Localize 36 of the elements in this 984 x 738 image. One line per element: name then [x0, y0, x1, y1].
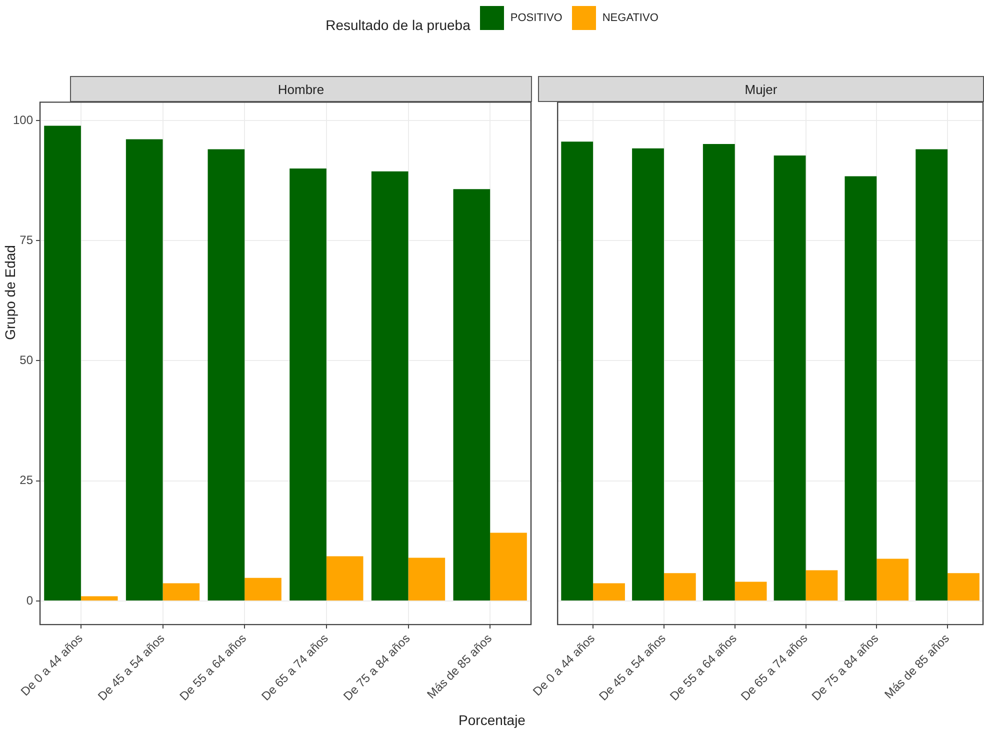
- bar: [326, 556, 364, 600]
- y-tick-label: 75: [20, 232, 34, 247]
- y-tick-label: 100: [12, 112, 34, 127]
- bar: [734, 582, 767, 600]
- bar: [632, 148, 664, 600]
- x-axis-title: Porcentaje: [458, 712, 526, 728]
- bar: [408, 558, 446, 600]
- y-tick-label: 0: [26, 593, 34, 608]
- bar: [561, 142, 594, 600]
- legend-title: Resultado de la prueba: [326, 17, 470, 33]
- legend-label: POSITIVO: [510, 12, 562, 24]
- bar: [162, 583, 200, 600]
- y-tick-label: 50: [20, 353, 34, 368]
- y-axis-title: Grupo de Edad: [2, 245, 18, 340]
- bar: [208, 149, 245, 600]
- bar: [844, 176, 877, 600]
- bar: [876, 558, 909, 600]
- bar: [244, 578, 282, 600]
- bar: [664, 573, 696, 600]
- chart-title: Hombre: [70, 76, 532, 102]
- bar: [44, 126, 81, 600]
- bar: [490, 532, 527, 600]
- bar: [593, 583, 625, 600]
- bar: [806, 570, 838, 600]
- bar: [948, 573, 980, 600]
- chart-title: Mujer: [538, 76, 984, 102]
- bar: [290, 168, 326, 600]
- legend-label: NEGATIVO: [602, 12, 658, 24]
- bar: [702, 144, 735, 600]
- bar: [371, 171, 408, 600]
- bar: [80, 596, 118, 600]
- bar: [453, 189, 490, 600]
- bar: [126, 139, 163, 600]
- bar: [916, 149, 948, 600]
- bar: [774, 156, 806, 600]
- y-tick-label: 25: [20, 473, 34, 488]
